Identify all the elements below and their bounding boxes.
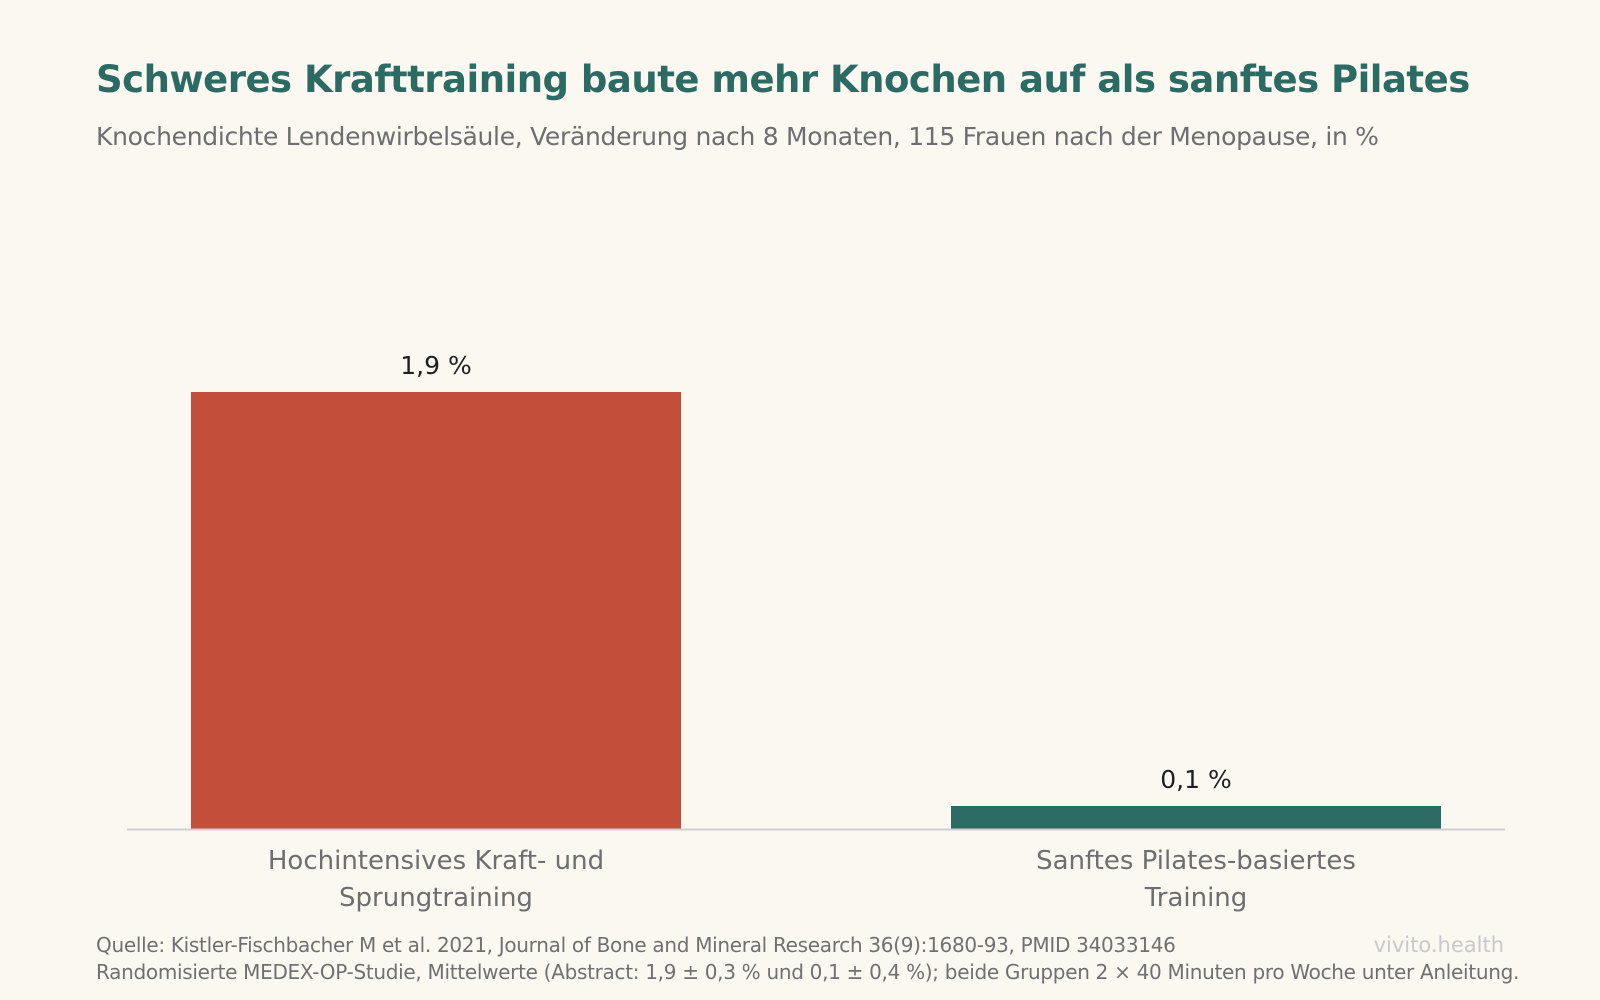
footer-source: Quelle: Kistler-Fischbacher M et al. 202… xyxy=(96,932,1519,986)
category-label-line: Hochintensives Kraft- und xyxy=(268,846,604,876)
chart-title: Schweres Krafttraining baute mehr Knoche… xyxy=(96,58,1470,101)
chart-subtitle: Knochendichte Lendenwirbelsäule, Verände… xyxy=(96,122,1379,151)
bar-2 xyxy=(951,806,1441,829)
bar-value-label-1: 1,9 % xyxy=(400,351,471,380)
category-label-2: Sanftes Pilates-basiertes Training xyxy=(1036,846,1356,913)
brand-watermark: vivito.health xyxy=(1373,933,1504,957)
category-label-1: Hochintensives Kraft- und Sprungtraining xyxy=(268,846,604,913)
category-label-line: Training xyxy=(1144,883,1248,913)
study-note: Randomisierte MEDEX-OP-Studie, Mittelwer… xyxy=(96,960,1520,984)
category-label-line: Sprungtraining xyxy=(339,883,533,913)
bar-value-label-2: 0,1 % xyxy=(1160,765,1231,794)
source-citation: Quelle: Kistler-Fischbacher M et al. 202… xyxy=(96,933,1176,957)
category-label-line: Sanftes Pilates-basiertes xyxy=(1036,846,1356,876)
bar-1 xyxy=(191,392,681,829)
